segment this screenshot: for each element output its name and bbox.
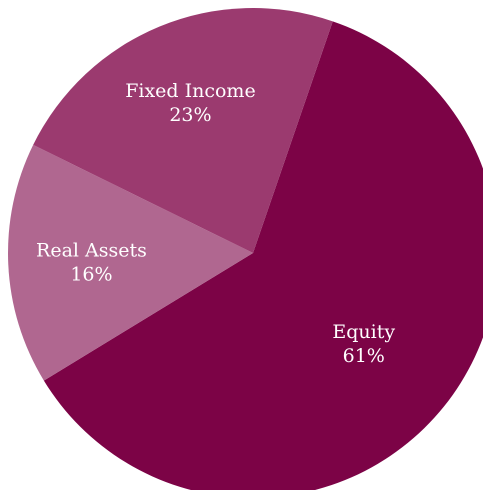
slice-label-real-assets: Real Assets <box>36 239 147 261</box>
pie-slice-fixed-income <box>33 8 333 253</box>
slice-value-equity: 61% <box>343 345 385 367</box>
slice-label-fixed-income: Fixed Income <box>125 80 256 102</box>
slice-value-fixed-income: 23% <box>169 104 211 126</box>
slice-value-real-assets: 16% <box>70 263 112 285</box>
slice-label-equity: Equity <box>332 321 395 343</box>
pie-slice-equity <box>43 21 483 490</box>
pie-slices <box>8 8 483 490</box>
pie-slice-real-assets <box>8 144 254 381</box>
